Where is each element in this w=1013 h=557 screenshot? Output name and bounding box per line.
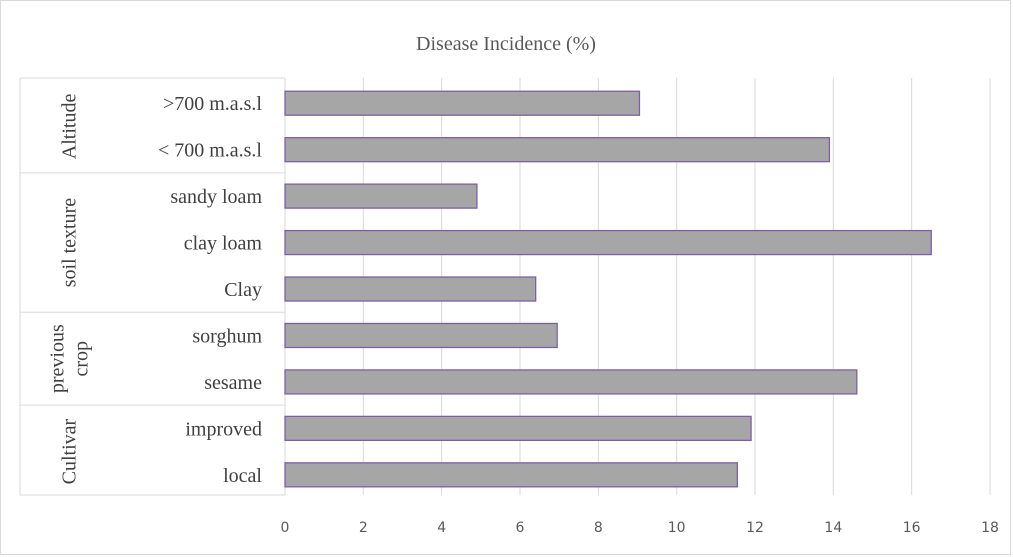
category-label: < 700 m.a.s.l [158, 140, 262, 162]
group-label: previous [47, 324, 69, 393]
bar [284, 415, 752, 442]
x-tick-label: 14 [824, 520, 842, 536]
group-label: soil texture [59, 198, 81, 288]
group-label: Altitude [59, 94, 81, 160]
group-label: Cultivar [59, 418, 81, 484]
x-tick-label: 2 [359, 520, 368, 536]
bar [284, 90, 641, 116]
category-label: sorghum [192, 325, 262, 347]
category-label: improved [185, 418, 262, 440]
category-label: >700 m.a.s.l [163, 93, 262, 115]
chart-title: Disease Incidence (%) [416, 33, 596, 55]
bar [284, 183, 478, 209]
x-tick-label: 0 [281, 520, 290, 536]
x-tick-label: 6 [516, 520, 525, 536]
x-tick-label: 4 [437, 520, 446, 536]
category-label: Clay [224, 279, 262, 301]
group-label: crop [71, 341, 93, 377]
bar [284, 369, 858, 395]
x-tick-label: 8 [594, 520, 603, 536]
bar [284, 137, 831, 163]
x-tick-label: 18 [981, 520, 999, 536]
bar [284, 462, 739, 488]
bar [284, 229, 932, 256]
category-label: sesame [204, 372, 262, 394]
bar [284, 322, 558, 349]
bar [284, 276, 537, 302]
x-tick-label: 10 [668, 520, 686, 536]
category-label: local [223, 465, 262, 487]
x-tick-label: 12 [746, 520, 764, 536]
x-tick-label: 16 [903, 520, 921, 536]
category-label: clay loam [184, 233, 263, 255]
category-label: sandy loam [170, 186, 262, 208]
